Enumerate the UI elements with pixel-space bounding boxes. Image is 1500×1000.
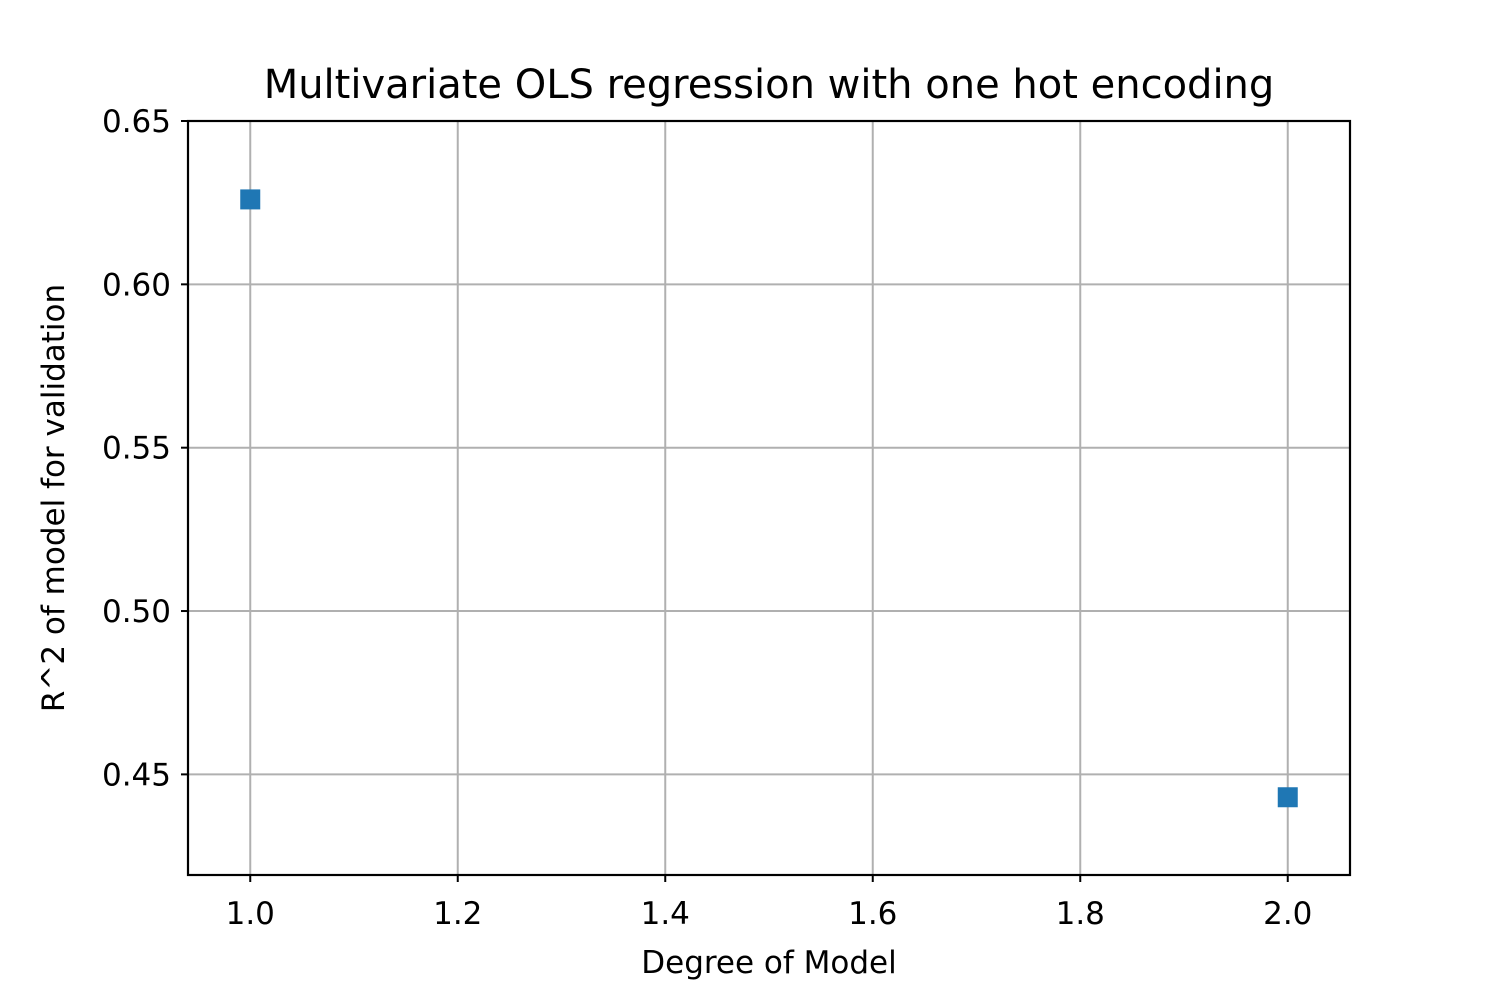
data-points (240, 189, 1298, 808)
chart-title: Multivariate OLS regression with one hot… (264, 62, 1275, 108)
data-point (1277, 787, 1298, 808)
x-tick-label: 1.0 (226, 896, 275, 932)
y-tick-label: 0.45 (102, 757, 171, 793)
y-tick-label: 0.55 (102, 431, 171, 467)
ticks: 1.0 1.2 1.4 1.6 1.8 2.0 0.45 0.50 0.55 0.60 0.65 (102, 104, 1312, 932)
x-tick-label: 1.4 (641, 896, 690, 932)
y-tick-label: 0.65 (102, 104, 171, 140)
data-point (240, 189, 261, 210)
x-tick-label: 1.8 (1056, 896, 1105, 932)
x-tick-label: 1.6 (848, 896, 897, 932)
x-tick-label: 2.0 (1263, 896, 1312, 932)
y-axis-label: R^2 of model for validation (36, 284, 72, 712)
y-tick-label: 0.60 (102, 267, 171, 303)
y-tick-label: 0.50 (102, 594, 171, 630)
x-tick-label: 1.2 (433, 896, 482, 932)
x-axis-label: Degree of Model (641, 945, 897, 981)
plot-frame (186, 119, 1352, 877)
